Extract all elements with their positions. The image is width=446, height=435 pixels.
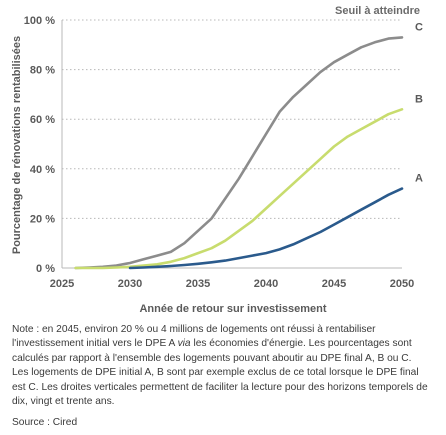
note-text-end: les économies d'énergie. Les pourcentage… [12, 338, 428, 408]
chart-note: Note : en 2045, environ 20 % ou 4 millio… [12, 323, 430, 409]
y-tick-label: 0 % [36, 263, 55, 275]
y-tick-label: 60 % [30, 114, 55, 126]
y-tick-label: 40 % [30, 164, 55, 176]
chart-source: Source : Cired [12, 417, 78, 428]
series-label-A: A [415, 173, 423, 185]
note-italic-text: via [177, 338, 191, 350]
x-tick-label: 2035 [186, 278, 210, 290]
series-line-C [74, 36, 404, 270]
series-line-A [128, 187, 404, 270]
x-axis-title: Année de retour sur investissement [139, 303, 326, 315]
gridlines [61, 19, 402, 269]
series-label-B: B [415, 93, 423, 105]
series-lines [74, 36, 404, 270]
y-tick-labels: 0 % 20 % 40 % 60 % 80 % 100 % [24, 15, 55, 275]
y-axis-title: Pourcentage de rénovations rentabilisées [11, 36, 23, 254]
legend-title: Seuil à atteindre [335, 5, 420, 17]
series-labels: C B A [415, 21, 423, 184]
x-tick-label: 2040 [254, 278, 278, 290]
x-tick-label: 2030 [118, 278, 142, 290]
x-tick-label: 2045 [322, 278, 346, 290]
x-tick-label: 2050 [390, 278, 414, 290]
x-tick-labels: 2025 2030 2035 2040 2045 2050 [50, 278, 414, 290]
y-tick-label: 80 % [30, 65, 55, 77]
series-line-B [74, 108, 404, 270]
y-tick-label: 20 % [30, 213, 55, 225]
x-tick-label: 2025 [50, 278, 74, 290]
note-text-start: Note : en 2045, environ 20 % ou 4 millio… [12, 324, 376, 350]
y-tick-label: 100 % [24, 15, 55, 27]
line-chart: 0 % 20 % 40 % 60 % 80 % 100 % 2025 2030 2035 204… [11, 5, 423, 315]
series-label-C: C [415, 21, 423, 33]
